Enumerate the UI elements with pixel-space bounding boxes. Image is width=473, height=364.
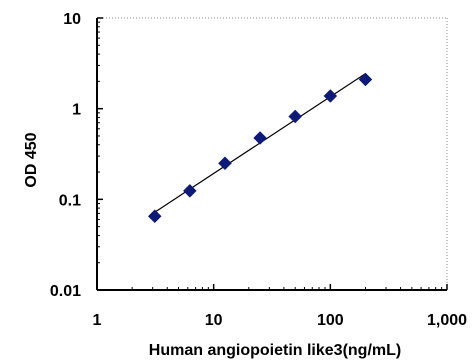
data-point [254,131,267,144]
x-tick-label: 1,000 [427,312,467,329]
data-point [218,157,231,170]
y-tick-label: 0.1 [59,192,81,209]
x-tick-label: 1 [93,312,102,329]
data-point [148,210,161,223]
y-tick-label: 10 [63,11,81,28]
y-tick-label: 0.01 [50,283,81,300]
data-point [289,110,302,123]
y-axis-title: OD 450 [23,132,40,187]
axes-layer: 1 10 100 1,000 0.01 0.1 1 10 [50,11,467,329]
y-tick-label: 1 [72,102,81,119]
x-axis-title: Human angiopoietin like3(ng/mL) [149,342,401,359]
data-point [359,73,372,86]
x-tick-label: 100 [317,312,344,329]
data-points-layer [148,73,372,223]
data-point [324,89,337,102]
x-tick-label: 10 [205,312,223,329]
